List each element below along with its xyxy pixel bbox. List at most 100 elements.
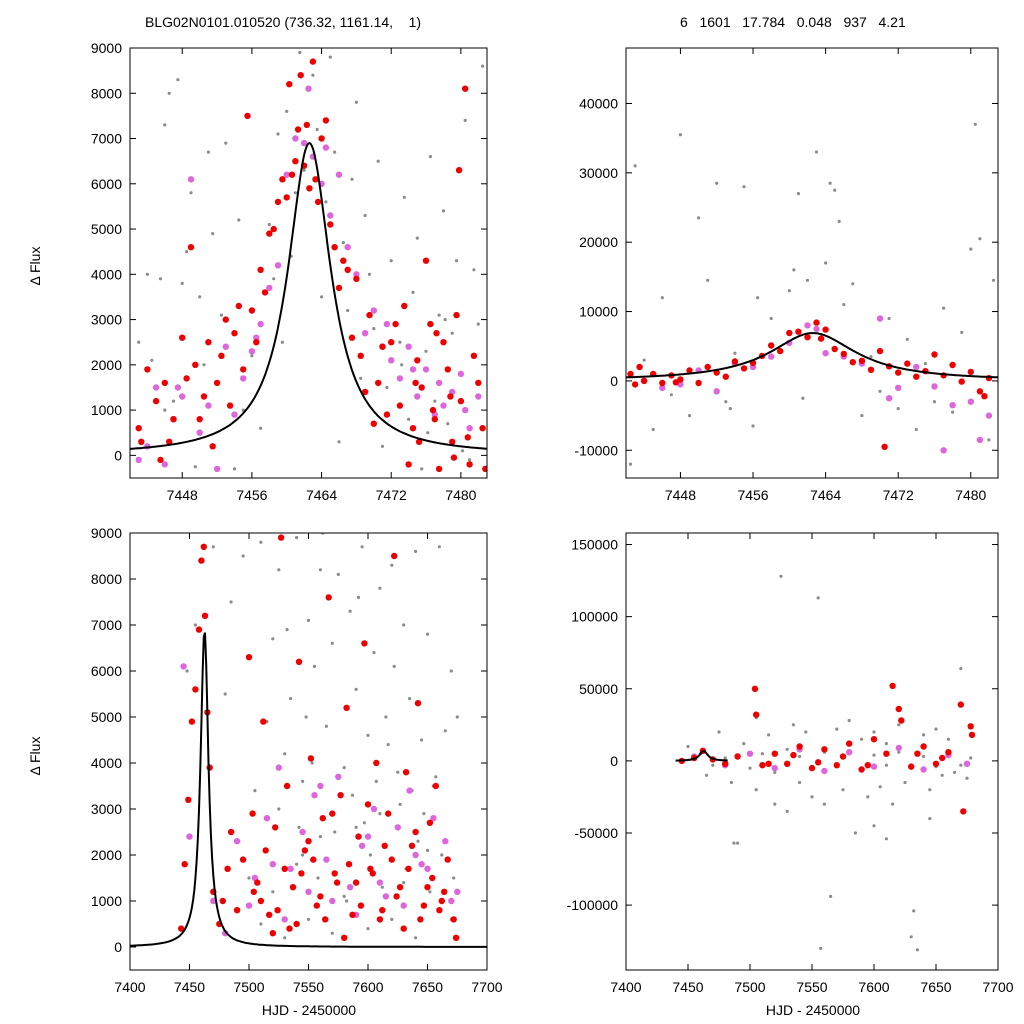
data-point-gray <box>330 931 334 935</box>
data-point-gray <box>283 936 287 940</box>
data-point-gray <box>315 127 319 132</box>
data-point-red <box>846 740 853 747</box>
data-point-magenta <box>186 833 193 840</box>
data-point-magenta <box>454 888 461 895</box>
data-point-gray <box>969 756 973 760</box>
data-point-gray <box>828 181 832 185</box>
data-point-red <box>361 640 368 647</box>
data-point-gray <box>420 467 424 471</box>
data-point-red <box>412 379 419 387</box>
data-point-gray <box>940 773 944 777</box>
data-point-red <box>218 352 225 359</box>
data-point-gray <box>320 295 324 299</box>
data-point-red <box>786 329 793 337</box>
x-tick-label: 7700 <box>982 979 1013 995</box>
data-point-gray <box>706 278 710 282</box>
data-point-gray <box>219 313 223 317</box>
data-point-red <box>261 289 269 296</box>
y-tick-label: 4000 <box>91 266 122 282</box>
data-point-red <box>294 126 302 133</box>
x-tick-label: 7400 <box>114 979 145 995</box>
data-point-gray <box>396 770 400 774</box>
data-point-red <box>695 379 702 387</box>
data-point-red <box>409 425 417 432</box>
data-point-gray <box>805 278 810 282</box>
data-point-gray <box>628 462 633 466</box>
data-point-gray <box>887 316 891 321</box>
data-point-magenta <box>346 884 354 891</box>
y-tick-label: 7000 <box>91 131 122 147</box>
data-point-gray <box>978 237 982 241</box>
data-point-magenta <box>405 343 412 350</box>
data-point-gray <box>176 78 180 82</box>
data-point-gray <box>304 715 308 719</box>
x-tick-label: 7600 <box>858 979 889 995</box>
x-tick-label: 7650 <box>920 979 951 995</box>
data-point-red <box>839 753 847 760</box>
data-point-red <box>967 368 974 376</box>
data-point-gray <box>446 422 450 426</box>
data-point-red <box>335 284 343 292</box>
y-tick-label: 10000 <box>579 304 618 320</box>
data-point-magenta <box>940 447 947 454</box>
data-point-red <box>340 257 347 264</box>
data-point-red <box>704 363 711 371</box>
y-tick-label: 6000 <box>91 663 122 679</box>
data-point-red <box>740 365 748 372</box>
data-point-red <box>357 902 365 909</box>
data-point-gray <box>934 727 938 731</box>
y-tick-label: 20000 <box>579 234 618 250</box>
data-point-gray <box>171 399 176 403</box>
y-tick-label: 2000 <box>91 357 122 373</box>
y-tick-label: 0 <box>610 373 618 389</box>
data-point-red <box>444 856 451 863</box>
data-point-magenta <box>180 663 187 670</box>
data-point-gray <box>884 763 889 767</box>
data-point-magenta <box>275 764 282 771</box>
data-point-gray <box>283 752 287 756</box>
data-point-magenta <box>435 379 443 387</box>
data-point-red <box>309 58 317 65</box>
data-point-gray <box>915 948 920 952</box>
y-tick-label: -50000 <box>574 825 618 841</box>
data-point-gray <box>748 766 752 770</box>
plot-frame <box>129 47 488 479</box>
data-point-gray <box>372 327 376 331</box>
data-point-red <box>412 828 419 836</box>
y-tick-label: 100000 <box>571 609 618 625</box>
data-point-gray <box>787 289 791 293</box>
data-point-gray <box>356 595 361 600</box>
data-point-red <box>226 402 234 409</box>
data-point-red <box>306 185 313 192</box>
data-point-magenta <box>376 879 384 886</box>
y-tick-label: 1000 <box>91 402 122 418</box>
data-point-red <box>659 379 666 387</box>
data-point-magenta <box>475 393 482 400</box>
data-point-red <box>178 925 185 932</box>
data-point-gray <box>736 841 740 845</box>
data-point-red <box>422 257 430 264</box>
data-point-gray <box>814 150 819 154</box>
data-point-magenta <box>266 284 273 292</box>
data-point-red <box>181 861 188 868</box>
data-point-red <box>138 438 145 445</box>
data-point-gray <box>312 664 317 669</box>
data-point-gray <box>202 363 206 367</box>
data-point-gray <box>336 572 340 577</box>
data-point-gray <box>253 789 257 793</box>
data-point-gray <box>872 730 876 734</box>
data-point-gray <box>878 785 882 789</box>
data-point-magenta <box>305 85 312 92</box>
data-point-gray <box>298 50 302 55</box>
data-point-gray <box>928 788 932 792</box>
data-point-red <box>376 916 384 923</box>
data-point-gray <box>311 73 315 77</box>
data-point-gray <box>295 862 299 866</box>
x-tick-label: 7456 <box>737 487 768 503</box>
data-point-red <box>200 543 207 550</box>
data-point-red <box>327 221 334 228</box>
y-tick-label: 0 <box>610 753 618 769</box>
data-point-red <box>765 760 772 767</box>
data-point-red <box>479 425 486 432</box>
